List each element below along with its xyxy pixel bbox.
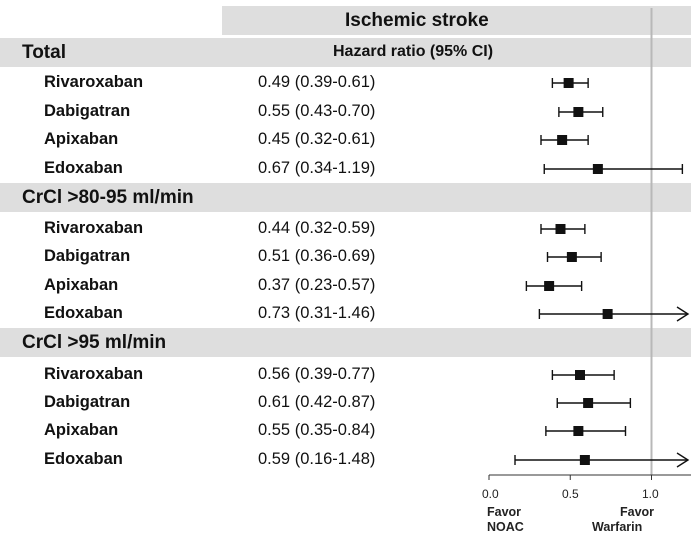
point-estimate: [557, 135, 568, 145]
outcome-title: Ischemic stroke: [345, 10, 489, 31]
favor-left-line1: Favor: [487, 505, 522, 519]
row-drug-label: Rivaroxaban: [44, 365, 144, 383]
total-band: [0, 38, 691, 67]
row-hr-text: 0.45 (0.32-0.61): [258, 130, 376, 148]
favor-left-line2: NOAC: [487, 520, 524, 534]
favor-right-line2: Warfarin: [592, 520, 643, 534]
row-drug-label: Apixaban: [44, 421, 119, 439]
title-band: [222, 6, 691, 35]
row-drug-label: Edoxaban: [44, 159, 123, 177]
row-drug-label: Rivaroxaban: [44, 219, 144, 237]
row-drug-label: Edoxaban: [44, 450, 123, 468]
group-label-crcl-80-95: CrCl >80-95 ml/min: [22, 187, 194, 208]
row-hr-text: 0.61 (0.42-0.87): [258, 393, 376, 411]
row-hr-text: 0.73 (0.31-1.46): [258, 304, 376, 322]
point-estimate: [579, 455, 590, 465]
point-estimate: [583, 398, 594, 408]
row-hr-text: 0.55 (0.35-0.84): [258, 421, 376, 439]
group-band-crcl-95: [0, 328, 691, 357]
x-tick-label: 0.5: [562, 487, 579, 501]
ci-arrow-high: [676, 452, 690, 468]
group-label-total: Total: [22, 42, 66, 63]
favor-right-line1: Favor: [620, 505, 655, 519]
row-drug-label: Edoxaban: [44, 304, 123, 322]
row-hr-text: 0.59 (0.16-1.48): [258, 450, 376, 468]
ci-arrow-high: [676, 306, 690, 322]
row-drug-label: Dabigatran: [44, 247, 131, 265]
point-estimate: [566, 252, 577, 262]
group-label-crcl-95: CrCl >95 ml/min: [22, 332, 167, 353]
point-estimate: [592, 164, 603, 174]
row-drug-label: Apixaban: [44, 276, 119, 294]
x-tick-label: 1.0: [642, 487, 659, 501]
row-hr-text: 0.51 (0.36-0.69): [258, 247, 376, 265]
row-drug-label: Apixaban: [44, 130, 119, 148]
row-hr-text: 0.37 (0.23-0.57): [258, 276, 376, 294]
row-hr-text: 0.44 (0.32-0.59): [258, 219, 376, 237]
column-header: Hazard ratio (95% CI): [333, 43, 494, 60]
row-drug-label: Rivaroxaban: [44, 73, 144, 91]
point-estimate: [555, 224, 566, 234]
row-hr-text: 0.49 (0.39-0.61): [258, 73, 376, 91]
x-tick-label: 0.0: [482, 487, 499, 501]
group-band-crcl-80-95: [0, 183, 691, 212]
point-estimate: [563, 78, 574, 88]
point-estimate: [575, 370, 585, 380]
point-estimate: [544, 281, 555, 291]
point-estimate: [602, 309, 613, 319]
point-estimate: [573, 107, 584, 117]
row-hr-text: 0.55 (0.43-0.70): [258, 102, 376, 120]
row-drug-label: Dabigatran: [44, 393, 131, 411]
row-hr-text: 0.56 (0.39-0.77): [258, 365, 376, 383]
point-estimate: [573, 426, 584, 436]
row-hr-text: 0.67 (0.34-1.19): [258, 159, 376, 177]
row-drug-label: Dabigatran: [44, 102, 131, 120]
